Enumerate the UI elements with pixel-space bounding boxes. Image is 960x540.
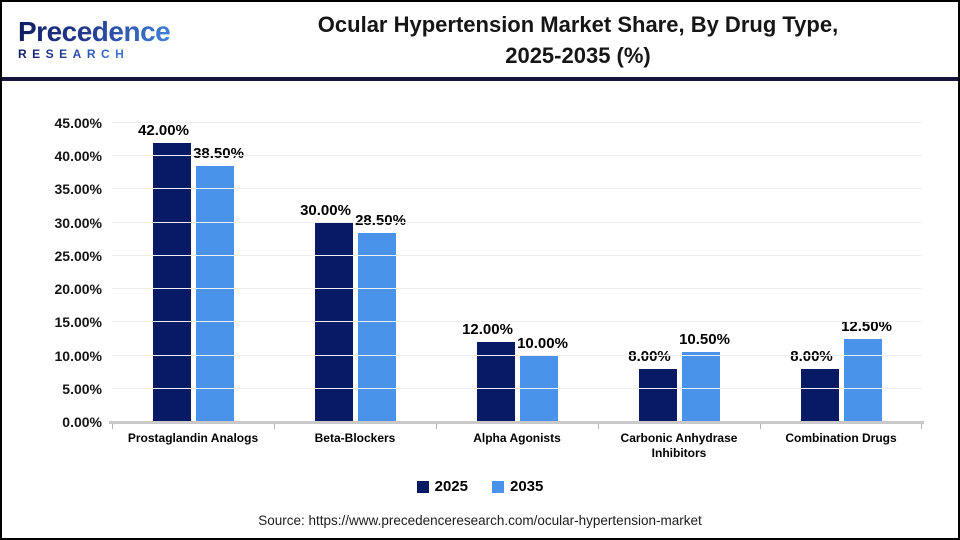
chart-title: Ocular Hypertension Market Share, By Dru… xyxy=(206,9,958,71)
legend-swatch-2025 xyxy=(416,480,429,493)
x-axis-line xyxy=(109,421,924,424)
bar-slot-2025: 8.00% xyxy=(628,123,677,422)
header: Precedence RESEARCH Ocular Hypertension … xyxy=(2,2,958,81)
bar-value-label: 8.00% xyxy=(790,347,833,365)
x-axis-tick xyxy=(274,424,275,429)
bar-value-label: 10.00% xyxy=(517,334,568,352)
category-group: 12.00% 10.00% xyxy=(436,123,598,422)
y-tick-label: 20.00% xyxy=(54,281,102,298)
y-tick-label: 30.00% xyxy=(54,214,102,231)
y-tick-label: 35.00% xyxy=(54,181,102,198)
y-axis: 0.00% 5.00% 10.00% 15.00% 20.00% 25.00% 30.00%… xyxy=(2,115,102,430)
bar-slot-2025: 42.00% xyxy=(138,122,191,422)
y-tick-label: 0.00% xyxy=(62,414,102,430)
bar-value-label: 42.00% xyxy=(138,121,189,139)
bar-slot-2025: 12.00% xyxy=(462,123,515,422)
x-axis-tick xyxy=(598,424,599,429)
y-tick-label: 10.00% xyxy=(54,347,102,364)
bar-value-label: 8.00% xyxy=(628,347,671,365)
gridline xyxy=(112,254,922,256)
gridline xyxy=(112,155,922,157)
plot-area: 42.00% 38.50% 30.00% 28.50% 12.00% 10.00% 8.00… xyxy=(112,122,922,422)
bar-value-label: 38.50% xyxy=(193,145,244,163)
bar-2025-alpha-agonists xyxy=(476,342,515,422)
gridline xyxy=(112,221,922,223)
gridline xyxy=(112,387,922,389)
category-group: 42.00% 38.50% xyxy=(112,122,274,422)
bar-value-label: 12.00% xyxy=(462,321,513,339)
legend-label-2025: 2025 xyxy=(434,478,468,495)
bar-value-label: 30.00% xyxy=(300,201,351,219)
bar-2035-combination-drugs xyxy=(843,338,882,422)
category-label: Prostaglandin Analogs xyxy=(127,431,259,445)
legend-item-2035: 2035 xyxy=(492,478,543,495)
legend-label-2035: 2035 xyxy=(510,478,544,495)
bar-slot-2035: 28.50% xyxy=(355,123,406,422)
bar-slot-2035: 10.50% xyxy=(679,123,730,422)
x-axis-tick xyxy=(112,424,113,429)
y-tick-label: 25.00% xyxy=(54,247,102,264)
category-label: Carbonic Anhydrase Inhibitors xyxy=(620,431,738,460)
gridline xyxy=(112,288,922,290)
bar-slot-2025: 30.00% xyxy=(300,123,353,422)
category-label: Combination Drugs xyxy=(785,431,897,445)
bar-slot-2035: 12.50% xyxy=(841,123,892,422)
y-tick-label: 45.00% xyxy=(54,115,102,131)
y-tick-label: 5.00% xyxy=(62,380,102,397)
bar-2035-beta-blockers xyxy=(357,232,396,422)
category-label: Beta-Blockers xyxy=(314,431,396,445)
bar-value-label: 28.50% xyxy=(355,211,406,229)
category-group: 30.00% 28.50% xyxy=(274,123,436,422)
y-tick-label: 15.00% xyxy=(54,314,102,331)
source-line: Source: https://www.precedenceresearch.c… xyxy=(258,513,702,528)
bar-slot-2035: 38.50% xyxy=(193,123,244,422)
gridline xyxy=(112,188,922,190)
gridline xyxy=(112,354,922,356)
chart-title-line1: Ocular Hypertension Market Share, By Dru… xyxy=(317,11,839,37)
bar-slot-2035: 10.00% xyxy=(517,123,568,422)
y-tick-label: 40.00% xyxy=(54,148,102,165)
legend-item-2025: 2025 xyxy=(416,478,468,495)
bar-2035-carbonic-anhydrase-inhibitors xyxy=(681,352,720,422)
gridline xyxy=(112,122,922,123)
bar-2025-combination-drugs xyxy=(800,368,839,422)
bar-value-label: 10.50% xyxy=(679,331,730,349)
chart-title-line2: 2025-2035 (%) xyxy=(505,42,651,68)
logo-subtitle: RESEARCH xyxy=(18,46,130,61)
legend-swatch-2035 xyxy=(492,480,504,493)
x-axis-tick xyxy=(760,424,761,429)
gridline xyxy=(112,321,922,323)
bar-2035-alpha-agonists xyxy=(519,355,558,422)
x-axis-ticks xyxy=(112,424,922,429)
legend: 2025 2035 xyxy=(2,478,958,495)
category-group: 8.00% 10.50% xyxy=(598,123,760,422)
category-group: 8.00% 12.50% xyxy=(760,123,922,422)
x-axis-tick xyxy=(436,424,437,429)
x-axis-tick xyxy=(921,424,922,429)
bar-2025-prostaglandin-analogs xyxy=(152,142,191,422)
bar-2035-prostaglandin-analogs xyxy=(195,166,234,422)
bar-2025-carbonic-anhydrase-inhibitors xyxy=(638,368,677,422)
bars-layer: 42.00% 38.50% 30.00% 28.50% 12.00% 10.00% 8.00… xyxy=(112,122,922,422)
logo-wordmark: Precedence xyxy=(18,15,171,47)
x-axis-labels: Prostaglandin Analogs Beta-Blockers Alpha … xyxy=(112,431,922,461)
category-label: Alpha Agonists xyxy=(473,431,561,445)
bar-slot-2025: 8.00% xyxy=(790,123,839,422)
precedence-research-logo: Precedence RESEARCH xyxy=(2,15,206,62)
